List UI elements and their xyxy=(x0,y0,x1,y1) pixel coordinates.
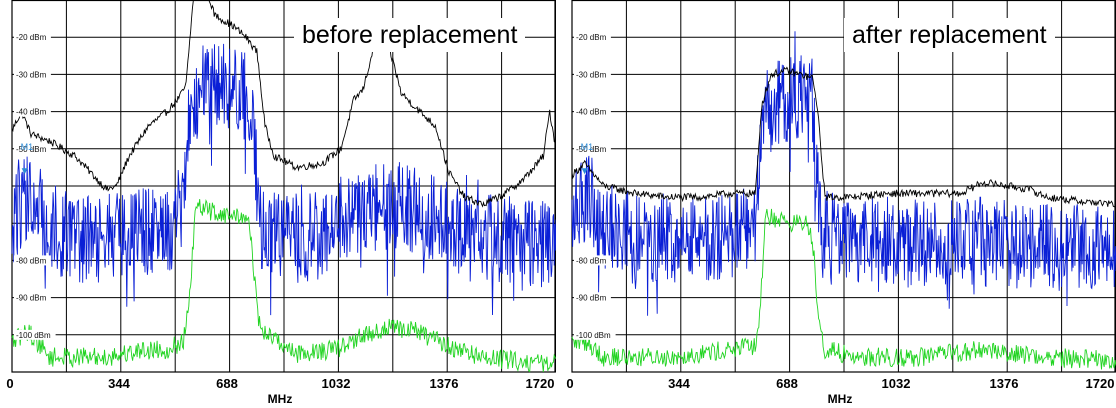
y-tick-label: -30 dBm xyxy=(16,70,47,79)
y-tick-label-bg xyxy=(14,143,51,154)
x-tick-label: 1720 xyxy=(1085,376,1115,391)
x-tick-label: 688 xyxy=(776,376,798,391)
marker-icon xyxy=(21,168,28,175)
y-tick-label-bg xyxy=(14,106,51,117)
average-trace xyxy=(11,199,556,373)
marker-icon xyxy=(581,168,588,175)
y-tick-label: -80 dBm xyxy=(16,256,47,265)
x-tick-label: 1720 xyxy=(525,376,555,391)
x-axis-label: MHz xyxy=(267,392,293,406)
y-tick-label: -30 dBm xyxy=(576,70,607,79)
y-tick-label: -100 dBm xyxy=(576,331,611,340)
x-tick-label: 1032 xyxy=(881,376,911,391)
y-tick-label: -100 dBm xyxy=(16,331,51,340)
y-tick-label-bg xyxy=(14,32,51,43)
y-tick-label-bg xyxy=(14,329,56,340)
x-tick-label: 344 xyxy=(108,376,130,391)
clear-write-trace xyxy=(571,31,1116,316)
plot-frame xyxy=(11,0,556,373)
average-trace xyxy=(571,208,1116,370)
plot-area: -20 dBm -30 dBm -40 dBm -50 dBm -80 dBm -90 d… xyxy=(11,0,556,373)
y-tick-label-bg xyxy=(14,292,51,303)
plot-area: -20 dBm -30 dBm -40 dBm -50 dBm -80 dBm -90 d… xyxy=(571,0,1116,373)
chart-title: before replacement xyxy=(294,18,526,52)
y-tick-label-bg xyxy=(574,292,611,303)
y-tick-label: -40 dBm xyxy=(576,108,607,117)
chart-title: after replacement xyxy=(844,18,1055,52)
x-tick-label: 344 xyxy=(668,376,690,391)
y-tick-label: -90 dBm xyxy=(576,294,607,303)
marker-label: M1 xyxy=(581,142,594,152)
y-tick-label: -80 dBm xyxy=(576,256,607,265)
y-tick-label: -50 dBm xyxy=(576,145,607,154)
y-tick-label-bg xyxy=(574,32,611,43)
x-tick-label: 688 xyxy=(216,376,238,391)
x-axis-label: MHz xyxy=(827,392,853,406)
y-tick-label: -40 dBm xyxy=(16,108,47,117)
max-hold-trace xyxy=(571,66,1116,208)
plot-frame xyxy=(571,0,1116,373)
y-tick-label-bg xyxy=(14,69,51,80)
y-tick-label: -20 dBm xyxy=(16,33,47,42)
y-tick-label: -90 dBm xyxy=(16,294,47,303)
x-tick-label: 1376 xyxy=(989,376,1019,391)
marker-label: M1 xyxy=(21,142,34,152)
x-tick-label: 0 xyxy=(6,376,14,391)
x-tick-label: 1032 xyxy=(321,376,351,391)
max-hold-trace xyxy=(11,0,556,208)
y-tick-label: -50 dBm xyxy=(16,145,47,154)
y-tick-label-bg xyxy=(574,329,616,340)
y-tick-label-bg xyxy=(574,69,611,80)
x-tick-label: 1376 xyxy=(429,376,459,391)
spectrum-plot-after: -20 dBm -30 dBm -40 dBm -50 dBm -80 dBm -90 d… xyxy=(560,0,1116,408)
spectrum-plot-before: -20 dBm -30 dBm -40 dBm -50 dBm -80 dBm -90 d… xyxy=(0,0,556,408)
y-tick-label: -20 dBm xyxy=(576,33,607,42)
y-tick-label-bg xyxy=(574,143,611,154)
x-tick-label: 0 xyxy=(566,376,574,391)
y-tick-label-bg xyxy=(574,255,611,266)
y-tick-label-bg xyxy=(14,255,51,266)
y-tick-label-bg xyxy=(574,106,611,117)
clear-write-trace xyxy=(11,43,556,316)
